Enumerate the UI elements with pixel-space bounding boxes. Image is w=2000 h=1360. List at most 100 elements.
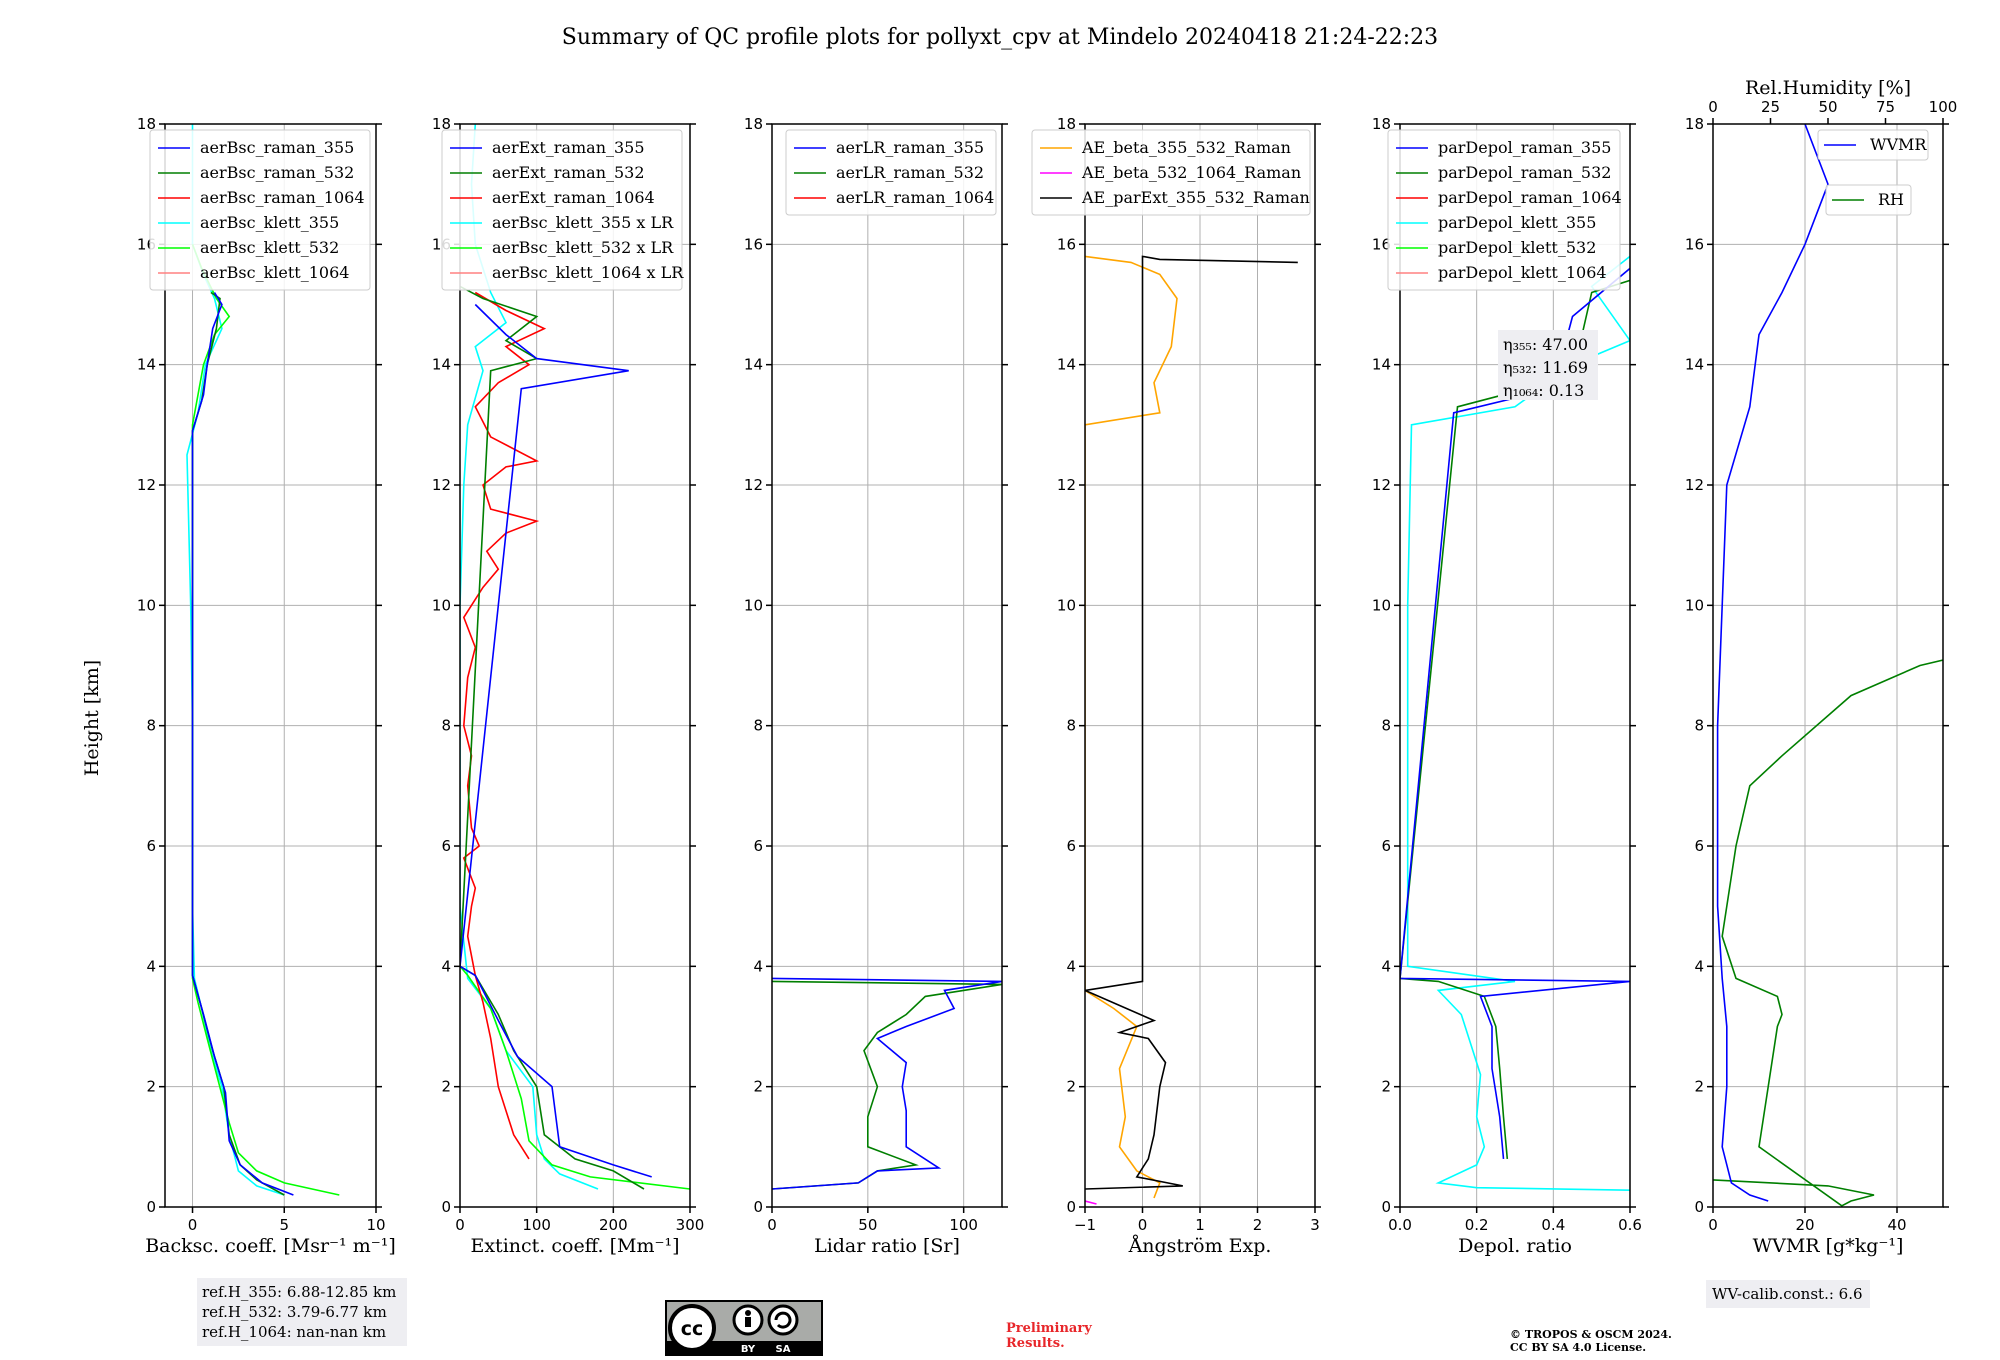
x-tick-label: 0 [1138, 1216, 1148, 1234]
y-tick-label: 8 [441, 717, 451, 735]
y-tick-label: 2 [753, 1078, 763, 1096]
y-tick-label: 4 [1694, 957, 1704, 975]
series-aerBsc_klett_532 x LR [460, 965, 690, 1190]
series-group [1713, 124, 1943, 1207]
x-tick-label: 10 [366, 1216, 385, 1234]
ref-h-355: ref.H_355: 6.88-12.85 km [202, 1283, 396, 1301]
panel-frame [164, 123, 377, 1208]
snr-annotation-line: η₃₅₅: 47.00 [1503, 335, 1588, 354]
sa-icon [767, 1304, 799, 1336]
top-tick-label: 75 [1876, 98, 1895, 116]
legend-label: aerExt_raman_355 [492, 138, 645, 157]
y-tick-label: 10 [1372, 596, 1391, 614]
sa-label: SA [776, 1344, 791, 1355]
legend: AE_beta_355_532_Raman AE_beta_532_1064_Ra… [1031, 129, 1311, 216]
legend-label: aerExt_raman_1064 [492, 188, 655, 207]
legend-label: aerLR_raman_532 [836, 163, 984, 182]
y-tick-label: 8 [1381, 717, 1391, 735]
y-tick-label: 18 [1685, 115, 1704, 133]
y-tick-label: 0 [146, 1198, 156, 1216]
legend-label: aerBsc_klett_532 [200, 238, 339, 257]
legend: aerBsc_raman_355 aerBsc_raman_532 aerBsc_r… [149, 129, 371, 291]
panel-frame [1399, 123, 1631, 1208]
cc-icon [668, 1304, 716, 1352]
legend-label: AE_beta_532_1064_Raman [1081, 163, 1301, 182]
legend-label: aerBsc_klett_1064 [200, 263, 349, 282]
by-icon-body [745, 1317, 751, 1327]
x-axis-label: Lidar ratio [Sr] [814, 1235, 960, 1257]
preliminary-line-2: Results. [1006, 1336, 1065, 1351]
ref-h-532: ref.H_532: 3.79-6.77 km [202, 1303, 387, 1321]
x-tick-label: 40 [1887, 1216, 1906, 1234]
series-aerBsc_klett_355 x LR [460, 124, 599, 1190]
y-tick-label: 8 [1694, 717, 1704, 735]
series-aerBsc_raman_355 [191, 292, 294, 1196]
y-tick-label: 10 [1685, 596, 1704, 614]
legend-label: parDepol_raman_355 [1438, 138, 1611, 157]
y-tick-label: 2 [1381, 1078, 1391, 1096]
y-tick-label: 12 [1685, 476, 1704, 494]
by-icon-head [745, 1310, 751, 1316]
legend-label: RH [1878, 190, 1904, 209]
y-tick-label: 14 [744, 356, 763, 374]
series-aerBsc_raman_532 [191, 291, 285, 1196]
x-tick-label: 0.6 [1618, 1216, 1642, 1234]
x-axis-label: Backsc. coeff. [Msr⁻¹ m⁻¹] [145, 1235, 396, 1257]
y-tick-label: 6 [441, 837, 451, 855]
wv-calib-text: WV-calib.const.: 6.6 [1712, 1285, 1863, 1303]
top-tick-label: 100 [1929, 98, 1958, 116]
legend-label: aerExt_raman_532 [492, 163, 645, 182]
series-group [460, 124, 690, 1190]
y-tick-label: 6 [146, 837, 156, 855]
legend-label: aerBsc_raman_532 [200, 163, 354, 182]
x-tick-label: 20 [1795, 1216, 1814, 1234]
y-tick-label: 2 [146, 1078, 156, 1096]
legend-label: aerBsc_klett_532 x LR [492, 238, 674, 257]
y-tick-label: 14 [1372, 356, 1391, 374]
legend-label: parDepol_klett_532 [1438, 238, 1596, 257]
ref-h-1064: ref.H_1064: nan-nan km [202, 1323, 386, 1341]
legend-box [1825, 184, 1912, 216]
panel-frame [1084, 123, 1316, 1208]
y-tick-label: 4 [146, 957, 156, 975]
y-tick-label: 8 [753, 717, 763, 735]
legend-label: WVMR [1870, 135, 1927, 154]
x-tick-label: 300 [676, 1216, 705, 1234]
y-tick-label: 12 [1372, 476, 1391, 494]
legend-label: aerBsc_raman_355 [200, 138, 354, 157]
legend-wvmr: WVMR [1817, 129, 1929, 161]
legend-box [785, 129, 997, 216]
y-tick-label: 16 [1372, 235, 1391, 253]
y-tick-label: 8 [146, 717, 156, 735]
y-tick-label: 2 [441, 1078, 451, 1096]
legend-label: parDepol_raman_1064 [1438, 188, 1622, 207]
series-parDepol_raman_532 [1400, 279, 1630, 1159]
y-tick-label: 10 [137, 596, 156, 614]
legend-label: aerBsc_klett_355 [200, 213, 339, 232]
y-tick-label: 14 [137, 356, 156, 374]
legend-label: parDepol_raman_532 [1438, 163, 1611, 182]
y-tick-label: 10 [1057, 596, 1076, 614]
legend-label: aerBsc_klett_1064 x LR [492, 263, 684, 282]
snr-annotation: η₃₅₅: 47.00 η₅₃₂: 11.69 η₁₀₆₄: 0.13 [1498, 330, 1598, 400]
wv-calib-bg [1706, 1280, 1870, 1308]
series-AE_parExt_355_532_Raman [1085, 255, 1298, 1190]
legend-label: aerLR_raman_1064 [836, 188, 994, 207]
legend-box [149, 129, 371, 291]
legend-label: aerBsc_klett_355 x LR [492, 213, 674, 232]
y-tick-label: 8 [1066, 717, 1076, 735]
legend: parDepol_raman_355 parDepol_raman_532 parD… [1387, 129, 1622, 291]
x-tick-label: 0.0 [1388, 1216, 1412, 1234]
y-tick-label: 12 [1057, 476, 1076, 494]
x-tick-label: 50 [858, 1216, 877, 1234]
y-tick-label: 18 [744, 115, 763, 133]
x-tick-label: 0 [188, 1216, 198, 1234]
x-tick-label: 100 [522, 1216, 551, 1234]
figure-title: Summary of QC profile plots for pollyxt_… [562, 25, 1438, 50]
panel-frame [1712, 123, 1944, 1208]
legend: aerLR_raman_355 aerLR_raman_532 aerLR_rama… [785, 129, 997, 216]
